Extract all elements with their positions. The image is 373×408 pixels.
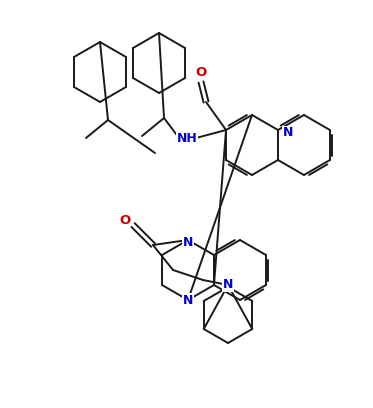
Text: N: N (183, 293, 193, 306)
Text: O: O (119, 213, 131, 226)
Text: N: N (183, 237, 193, 250)
Text: N: N (223, 279, 233, 291)
Text: O: O (195, 66, 207, 78)
Text: NH: NH (177, 131, 197, 144)
Text: N: N (283, 126, 293, 140)
